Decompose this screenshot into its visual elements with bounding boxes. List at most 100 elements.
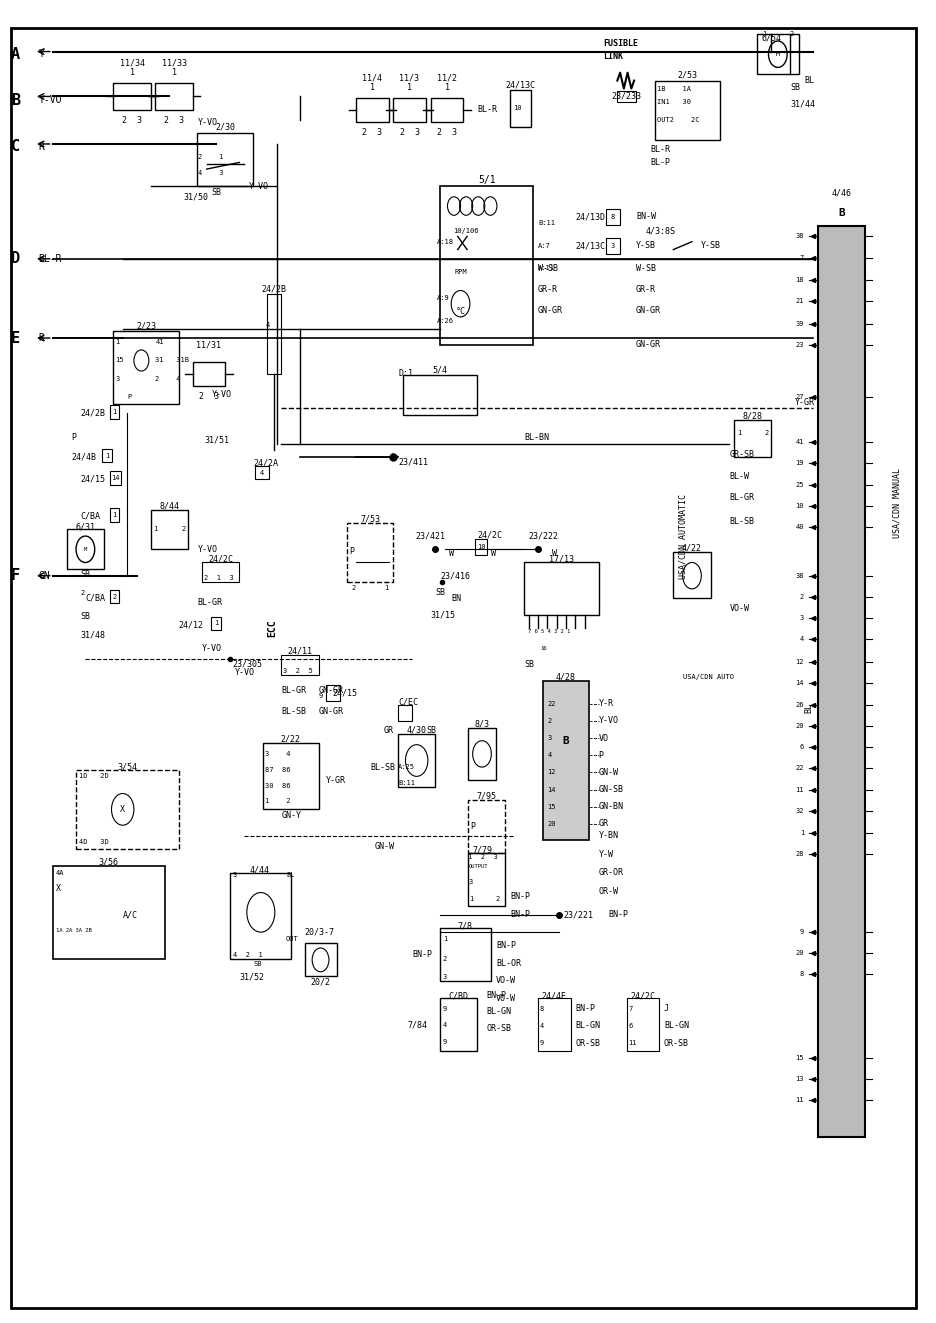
Text: 31/44: 31/44 [790,99,815,108]
Text: 3: 3 [233,872,237,878]
Bar [102,448,111,462]
Text: USA/CDN AUTO: USA/CDN AUTO [682,675,734,680]
Text: Y-GR: Y-GR [326,775,346,785]
Bar [230,873,291,959]
Text: 1: 1 [799,830,804,836]
Text: 6: 6 [628,1023,633,1029]
Text: B:11: B:11 [398,781,415,786]
Text: 10: 10 [513,106,521,111]
Bar [197,134,254,187]
Text: 3  2  5: 3 2 5 [284,668,313,673]
Text: FUSIBLE: FUSIBLE [604,40,638,48]
Text: 25: 25 [796,482,804,488]
Text: 14: 14 [548,787,556,792]
Text: 4    3: 4 3 [198,171,224,176]
Bar [326,685,340,701]
Text: 2/53: 2/53 [678,71,697,79]
Text: SB: SB [212,188,221,197]
Text: VO-W: VO-W [729,605,750,613]
Text: BL-OR: BL-OR [496,959,521,968]
Bar [212,617,221,630]
Text: 2    4: 2 4 [155,376,181,382]
Text: GN-GR: GN-GR [636,340,661,349]
Text: A: A [10,46,20,62]
Text: 12: 12 [796,659,804,664]
Text: 23/221: 23/221 [563,910,593,919]
Text: BL: BL [286,872,295,878]
Text: 1: 1 [112,512,116,519]
Text: 1: 1 [737,430,741,437]
Text: 30  86: 30 86 [266,783,291,789]
Text: BN-P: BN-P [608,910,628,919]
Text: Y-VO: Y-VO [197,545,217,554]
Bar [110,405,119,418]
Text: 9: 9 [443,1005,447,1012]
Text: 4: 4 [799,636,804,642]
Text: BN-P: BN-P [510,892,530,901]
Text: R: R [38,142,45,152]
Bar [757,34,799,74]
Text: GR-SB: GR-SB [729,450,754,459]
Text: 1: 1 [171,69,177,77]
Text: 87  86: 87 86 [266,767,291,773]
Text: USA/CDN MANUAL: USA/CDN MANUAL [893,468,901,538]
Bar [734,419,771,456]
Text: 22: 22 [548,701,556,706]
Bar [440,998,477,1050]
Text: 16: 16 [540,646,547,651]
Text: BN-P: BN-P [576,1004,595,1013]
Text: BL-R: BL-R [650,144,670,153]
Text: 2: 2 [80,590,85,595]
Bar [110,508,119,521]
Text: P: P [349,548,355,557]
Text: 3: 3 [799,615,804,620]
Bar [398,734,435,787]
Text: BL: BL [804,703,813,713]
Text: X: X [120,804,125,814]
Text: 4: 4 [443,1021,447,1028]
Text: F: F [10,568,20,583]
Text: BN-P: BN-P [496,941,516,950]
Text: M: M [776,52,780,57]
Text: 2  1  3: 2 1 3 [204,576,234,581]
Text: 4: 4 [259,470,264,476]
Text: 40: 40 [796,524,804,529]
Text: 15: 15 [796,1054,804,1061]
Text: 11/2: 11/2 [436,74,457,82]
Text: 2    1: 2 1 [198,155,224,160]
Text: 24/2B: 24/2B [80,409,106,418]
Text: P: P [127,394,132,401]
Text: 7/84: 7/84 [407,1020,428,1029]
Bar [818,226,865,1136]
Text: A:25: A:25 [398,765,415,770]
Text: GN-W: GN-W [599,767,619,777]
Text: 4/30: 4/30 [406,725,427,734]
Text: BN: BN [451,594,461,603]
Text: B:11: B:11 [538,220,555,226]
Text: 1: 1 [762,32,767,37]
Text: 8/28: 8/28 [742,411,763,421]
Text: B: B [838,208,844,217]
Text: 1  2  3: 1 2 3 [468,853,498,860]
Text: 4D   3D: 4D 3D [79,839,109,845]
Text: C: C [10,139,20,153]
Text: 1: 1 [154,527,158,532]
Text: VO-W: VO-W [496,976,516,986]
Text: 24/15: 24/15 [80,475,106,484]
Text: 11: 11 [796,1097,804,1103]
Text: 3: 3 [443,974,447,980]
Text: A/C: A/C [123,910,138,919]
Text: 4  2  1: 4 2 1 [233,951,263,958]
Text: GR-R: GR-R [538,284,558,294]
Text: 7/53: 7/53 [360,515,380,524]
Text: 2: 2 [351,585,356,590]
Text: GN: GN [38,570,51,581]
Text: 7/8: 7/8 [458,921,473,930]
Text: 41: 41 [796,439,804,446]
Text: 38: 38 [796,233,804,239]
Text: 20/2: 20/2 [311,978,330,987]
Text: BL-GR: BL-GR [282,687,306,695]
Text: 14: 14 [796,680,804,685]
Text: 8: 8 [799,971,804,978]
Text: 4/46: 4/46 [831,188,851,197]
